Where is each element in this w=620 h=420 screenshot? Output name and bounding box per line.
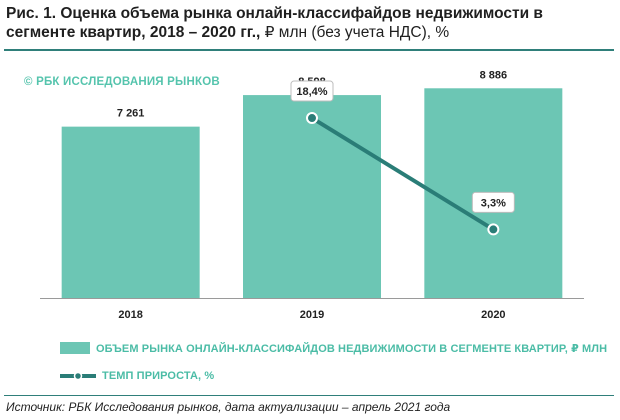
bar-value-label: 7 261 xyxy=(117,108,145,120)
legend-bar-label: ОБЪЕМ РЫНКА ОНЛАЙН-КЛАССИФАЙДОВ НЕДВИЖИМ… xyxy=(96,342,608,355)
title-divider xyxy=(4,49,614,51)
chart-title: Рис. 1. Оценка объема рынка онлайн-класс… xyxy=(6,4,606,42)
growth-line xyxy=(310,116,495,232)
legend-bar-swatch xyxy=(60,342,90,354)
growth-point-2019 xyxy=(306,112,318,125)
growth-label: 3,3% xyxy=(481,197,506,209)
x-tick-label: 2018 xyxy=(118,309,142,321)
legend-item-line: ТЕМП ПРИРОСТА, % xyxy=(60,369,214,383)
bar-value-label: 8 886 xyxy=(480,69,508,81)
legend-line-swatch xyxy=(60,371,96,381)
chart-title-main: Рис. 1. Оценка объема рынка онлайн-класс… xyxy=(6,5,543,41)
x-tick-label: 2019 xyxy=(300,309,324,321)
legend-line-label: ТЕМП ПРИРОСТА, % xyxy=(102,370,215,382)
legend-item-bars: ОБЪЕМ РЫНКА ОНЛАЙН-КЛАССИФАЙДОВ НЕДВИЖИМ… xyxy=(60,341,607,355)
growth-label-box xyxy=(471,191,515,213)
bar-2018 xyxy=(61,126,200,298)
chart-title-unit: ₽ млн (без учета НДС), % xyxy=(264,24,450,41)
growth-label-box xyxy=(290,80,334,102)
bar-2019 xyxy=(243,95,381,299)
growth-label: 18,4% xyxy=(296,86,327,98)
watermark: © РБК ИССЛЕДОВАНИЯ РЫНКОВ xyxy=(24,76,220,88)
source-divider xyxy=(4,395,614,396)
growth-point-2020 xyxy=(487,223,500,236)
source-note: Источник: РБК Исследования рынков, дата … xyxy=(6,400,451,414)
x-tick-label: 2020 xyxy=(481,309,505,321)
